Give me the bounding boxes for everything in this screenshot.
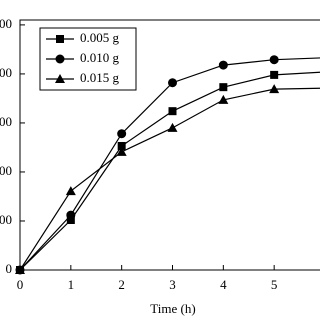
x-tick-label: 5 bbox=[271, 277, 278, 292]
legend-label: 0.015 g bbox=[80, 70, 120, 85]
marker bbox=[56, 35, 64, 43]
marker bbox=[219, 83, 228, 92]
legend-label: 0.005 g bbox=[80, 30, 120, 45]
marker bbox=[167, 122, 178, 132]
marker bbox=[269, 55, 279, 65]
series-line bbox=[19, 71, 320, 271]
marker bbox=[168, 78, 177, 88]
y-tick-label: 400 bbox=[0, 65, 12, 80]
marker bbox=[116, 146, 127, 156]
x-tick-label: 3 bbox=[169, 277, 176, 292]
marker bbox=[270, 70, 279, 79]
y-tick-label: 0 bbox=[6, 261, 13, 276]
marker bbox=[55, 74, 65, 83]
y-tick-label: 500 bbox=[0, 16, 12, 31]
marker bbox=[66, 210, 76, 220]
marker bbox=[218, 60, 228, 70]
marker bbox=[65, 186, 76, 196]
series-line bbox=[19, 87, 320, 271]
y-tick-label: 200 bbox=[0, 163, 12, 178]
x-axis-label: Time (h) bbox=[150, 301, 195, 316]
y-tick-label: 100 bbox=[0, 212, 12, 227]
marker bbox=[117, 129, 127, 139]
marker bbox=[55, 54, 65, 64]
marker bbox=[66, 216, 75, 224]
x-tick-label: 2 bbox=[118, 277, 125, 292]
marker bbox=[117, 141, 126, 150]
marker bbox=[218, 94, 229, 104]
x-tick-label: 1 bbox=[68, 277, 75, 292]
x-tick-label: 0 bbox=[17, 277, 24, 292]
legend-label: 0.010 g bbox=[80, 50, 120, 65]
marker bbox=[168, 107, 177, 116]
y-tick-label: 300 bbox=[0, 114, 12, 129]
marker bbox=[15, 265, 25, 274]
marker bbox=[269, 84, 280, 94]
x-tick-label: 4 bbox=[220, 277, 227, 292]
